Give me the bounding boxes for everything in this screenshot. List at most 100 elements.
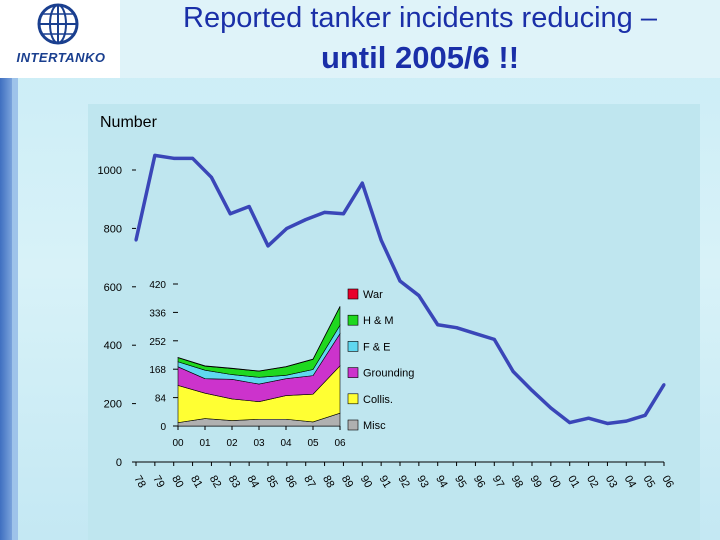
data-point <box>455 326 459 330</box>
data-point <box>360 181 364 185</box>
inset-y-tick-label: 0 <box>160 422 166 433</box>
y-tick-label: 600 <box>104 282 122 294</box>
inset-y-tick-label: 252 <box>149 337 166 348</box>
page-title-line2: until 2005/6 !! <box>320 40 520 75</box>
data-point <box>134 238 138 242</box>
y-tick-label: 0 <box>116 457 122 469</box>
data-point <box>624 419 628 423</box>
inset-x-tick-label: 00 <box>172 438 184 449</box>
x-tick-label: 06 <box>659 474 676 491</box>
inset-x-tick-label: 01 <box>199 438 211 449</box>
legend-label: War <box>363 289 383 301</box>
data-point <box>247 205 251 208</box>
x-tick-label: 81 <box>188 474 205 491</box>
legend-swatch <box>347 341 359 352</box>
y-axis-label: Number <box>100 114 158 131</box>
x-tick-label: 95 <box>452 474 469 491</box>
data-point <box>209 175 213 179</box>
x-tick-label: 94 <box>433 474 450 491</box>
data-point <box>398 279 402 283</box>
legend-label: Grounding <box>363 368 414 380</box>
x-tick-label: 97 <box>490 474 507 491</box>
x-tick-label: 84 <box>245 474 262 491</box>
x-tick-label: 88 <box>320 474 337 491</box>
left-accent-bar <box>0 78 12 540</box>
inset-x-tick-label: 03 <box>253 438 265 449</box>
y-tick-label: 800 <box>104 223 122 235</box>
x-tick-label: 03 <box>603 474 620 491</box>
inset-y-tick-label: 168 <box>149 365 166 376</box>
legend-swatch <box>347 314 359 326</box>
x-tick-label: 00 <box>546 474 563 491</box>
legend-swatch <box>347 393 359 405</box>
x-tick-label: 92 <box>395 474 412 491</box>
inset-x-tick-label: 02 <box>226 438 238 449</box>
page-title-line1: Reported tanker incidents reducing – <box>183 2 657 34</box>
globe-logo-icon <box>37 3 79 45</box>
data-point <box>662 383 666 387</box>
header: INTERTANKO Reported tanker incidents red… <box>0 0 720 78</box>
left-accent-bar-inner <box>12 78 18 540</box>
legend-label: H & M <box>363 315 394 327</box>
y-tick-label: 1000 <box>98 165 122 177</box>
legend-label: F & E <box>363 341 391 353</box>
inset-y-tick-label: 84 <box>155 394 167 405</box>
data-point <box>304 218 308 222</box>
data-point <box>530 388 534 392</box>
x-tick-label: 96 <box>471 474 488 491</box>
data-point <box>473 332 477 336</box>
data-point <box>643 413 647 417</box>
inset-x-tick-label: 05 <box>307 438 319 449</box>
x-tick-label: 90 <box>358 474 375 491</box>
data-point <box>341 212 345 216</box>
inset-y-tick-label: 336 <box>149 308 166 319</box>
data-point <box>323 210 327 214</box>
inset-x-tick-label: 06 <box>334 438 346 449</box>
y-tick-label: 200 <box>104 399 122 411</box>
data-point <box>172 156 176 160</box>
x-tick-label: 02 <box>584 474 601 491</box>
area-war <box>177 306 341 372</box>
x-tick-label: 78 <box>131 474 148 491</box>
legend-swatch <box>347 419 359 431</box>
x-tick-label: 83 <box>226 474 243 491</box>
data-point <box>228 212 232 216</box>
x-tick-label: 91 <box>377 474 394 491</box>
x-tick-label: 99 <box>527 474 544 491</box>
logo: INTERTANKO <box>0 0 120 78</box>
y-tick-label: 400 <box>104 340 122 352</box>
x-tick-label: 86 <box>282 474 299 491</box>
x-tick-label: 79 <box>150 474 167 491</box>
data-point <box>492 337 496 341</box>
inset-x-tick-label: 04 <box>280 438 292 449</box>
x-tick-label: 85 <box>263 474 280 491</box>
x-tick-label: 05 <box>641 474 658 491</box>
legend-label: Misc <box>363 420 386 432</box>
data-point <box>605 421 609 425</box>
x-tick-label: 89 <box>339 474 356 491</box>
data-point <box>417 294 421 298</box>
data-point <box>153 153 157 157</box>
legend-swatch <box>347 288 359 300</box>
data-point <box>587 416 591 420</box>
data-point <box>379 238 383 242</box>
logo-text: INTERTANKO <box>16 50 106 65</box>
x-tick-label: 98 <box>509 474 526 491</box>
inset-y-tick-label: 420 <box>149 280 166 291</box>
data-point <box>511 369 515 373</box>
chart-panel <box>88 104 700 540</box>
data-point <box>191 156 195 160</box>
data-point <box>266 244 270 248</box>
x-tick-label: 04 <box>622 474 639 491</box>
x-tick-label: 01 <box>565 474 582 491</box>
x-tick-label: 80 <box>169 474 186 491</box>
legend-label: Collis. <box>363 394 393 406</box>
data-point <box>549 406 553 410</box>
data-point <box>285 226 289 230</box>
data-point <box>436 323 440 327</box>
data-point <box>568 421 572 425</box>
x-tick-label: 87 <box>301 474 318 491</box>
legend-swatch <box>347 367 359 378</box>
x-tick-label: 93 <box>414 474 431 491</box>
